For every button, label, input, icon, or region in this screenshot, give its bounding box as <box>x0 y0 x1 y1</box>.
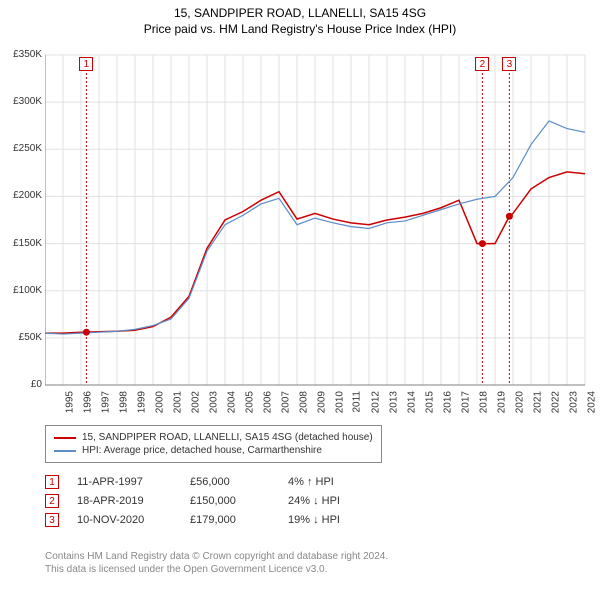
x-tick-label: 2015 <box>424 391 435 413</box>
y-tick-label: £50K <box>2 332 42 343</box>
x-tick-label: 2022 <box>550 391 561 413</box>
x-tick-label: 2000 <box>154 391 165 413</box>
x-tick-label: 2020 <box>514 391 525 413</box>
event-pct: 19% ↓ HPI <box>288 514 388 526</box>
legend-swatch <box>54 437 76 439</box>
chart-title-area: 15, SANDPIPER ROAD, LLANELLI, SA15 4SG P… <box>0 0 600 36</box>
footer-line-2: This data is licensed under the Open Gov… <box>45 563 388 576</box>
x-tick-label: 2008 <box>298 391 309 413</box>
x-tick-label: 2012 <box>370 391 381 413</box>
x-tick-label: 1996 <box>82 391 93 413</box>
event-date: 11-APR-1997 <box>77 476 172 488</box>
event-marker-icon: 3 <box>45 513 59 527</box>
x-tick-label: 1999 <box>136 391 147 413</box>
x-tick-label: 2014 <box>406 391 417 413</box>
event-marker-3: 3 <box>502 57 516 71</box>
x-tick-label: 2010 <box>334 391 345 413</box>
footer: Contains HM Land Registry data © Crown c… <box>45 550 388 576</box>
event-row: 3 10-NOV-2020 £179,000 19% ↓ HPI <box>45 513 388 527</box>
legend-label: 15, SANDPIPER ROAD, LLANELLI, SA15 4SG (… <box>82 432 373 443</box>
title-line-2: Price paid vs. HM Land Registry's House … <box>0 22 600 36</box>
x-tick-label: 2001 <box>172 391 183 413</box>
x-tick-label: 2011 <box>352 391 363 413</box>
event-marker-icon: 2 <box>45 494 59 508</box>
x-tick-label: 2013 <box>388 391 399 413</box>
x-tick-label: 2004 <box>226 391 237 413</box>
x-tick-label: 2018 <box>478 391 489 413</box>
y-tick-label: £250K <box>2 143 42 154</box>
event-marker-icon: 1 <box>45 475 59 489</box>
legend: 15, SANDPIPER ROAD, LLANELLI, SA15 4SG (… <box>45 425 382 463</box>
x-tick-label: 1997 <box>100 391 111 413</box>
y-tick-label: £350K <box>2 49 42 60</box>
legend-label: HPI: Average price, detached house, Carm… <box>82 445 322 456</box>
x-tick-label: 1998 <box>118 391 129 413</box>
x-tick-label: 2017 <box>460 391 471 413</box>
x-tick-label: 2019 <box>496 391 507 413</box>
y-tick-label: £100K <box>2 285 42 296</box>
event-price: £179,000 <box>190 514 270 526</box>
x-tick-label: 2009 <box>316 391 327 413</box>
legend-item: HPI: Average price, detached house, Carm… <box>54 445 373 456</box>
x-tick-label: 2023 <box>568 391 579 413</box>
x-tick-label: 2003 <box>208 391 219 413</box>
y-tick-label: £150K <box>2 238 42 249</box>
chart-container <box>45 50 590 390</box>
x-tick-label: 2016 <box>442 391 453 413</box>
y-tick-label: £200K <box>2 190 42 201</box>
legend-swatch <box>54 450 76 452</box>
y-tick-label: £300K <box>2 96 42 107</box>
x-tick-label: 2024 <box>586 391 597 413</box>
x-tick-label: 2002 <box>190 391 201 413</box>
x-tick-label: 2021 <box>532 391 543 413</box>
x-tick-label: 1995 <box>64 391 75 413</box>
y-tick-label: £0 <box>2 379 42 390</box>
title-line-1: 15, SANDPIPER ROAD, LLANELLI, SA15 4SG <box>0 6 600 20</box>
x-tick-label: 2005 <box>244 391 255 413</box>
event-price: £56,000 <box>190 476 270 488</box>
line-chart <box>45 50 590 390</box>
event-row: 1 11-APR-1997 £56,000 4% ↑ HPI <box>45 475 388 489</box>
event-pct: 4% ↑ HPI <box>288 476 388 488</box>
x-tick-label: 2007 <box>280 391 291 413</box>
event-marker-1: 1 <box>79 57 93 71</box>
event-row: 2 18-APR-2019 £150,000 24% ↓ HPI <box>45 494 388 508</box>
events-table: 1 11-APR-1997 £56,000 4% ↑ HPI 2 18-APR-2019 £… <box>45 470 388 532</box>
event-marker-2: 2 <box>475 57 489 71</box>
legend-item: 15, SANDPIPER ROAD, LLANELLI, SA15 4SG (… <box>54 432 373 443</box>
event-date: 10-NOV-2020 <box>77 514 172 526</box>
event-pct: 24% ↓ HPI <box>288 495 388 507</box>
x-tick-label: 2006 <box>262 391 273 413</box>
event-date: 18-APR-2019 <box>77 495 172 507</box>
event-price: £150,000 <box>190 495 270 507</box>
footer-line-1: Contains HM Land Registry data © Crown c… <box>45 550 388 563</box>
